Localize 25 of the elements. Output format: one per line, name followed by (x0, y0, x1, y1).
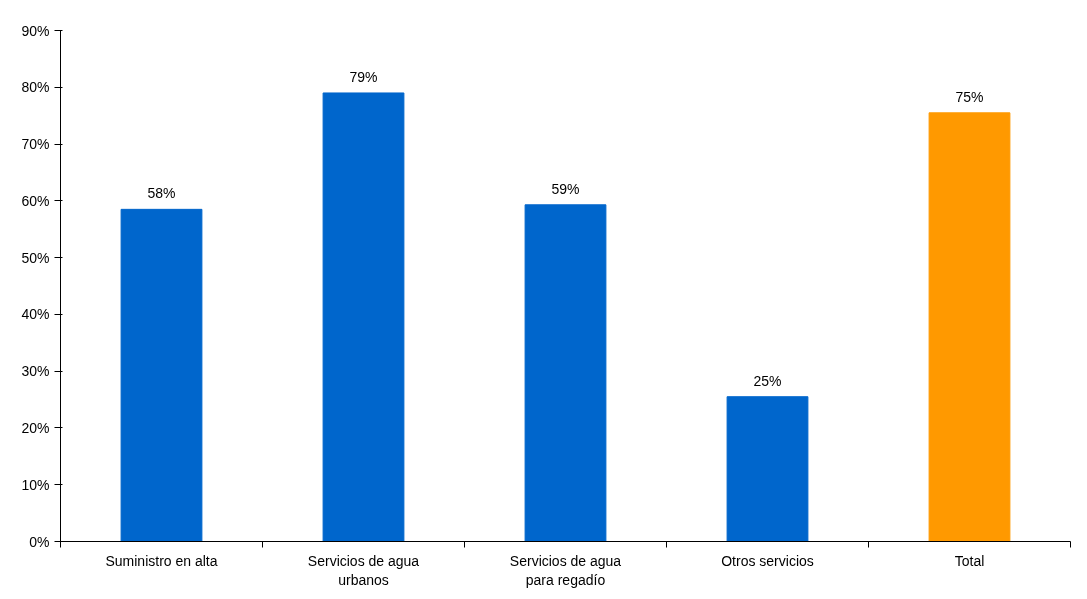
data-label: 75% (955, 88, 984, 105)
y-tick-label: 20% (21, 419, 50, 436)
bar (524, 204, 607, 542)
y-tick-label: 80% (21, 79, 50, 96)
y-tick-label: 90% (21, 22, 50, 39)
x-tick-label: Servicios de agua para regadío (509, 552, 622, 588)
data-label: 59% (551, 180, 580, 197)
x-tick-label: Total (954, 552, 985, 569)
y-tick-label: 30% (21, 363, 50, 380)
y-tick-label: 40% (21, 306, 50, 323)
bar (322, 92, 405, 542)
data-label: 58% (147, 185, 176, 202)
x-tick-label: Servicios de agua urbanos (307, 552, 420, 588)
x-tick-label: Suministro en alta (105, 552, 218, 569)
y-tick-label: 0% (29, 533, 50, 550)
x-tick-label: Otros servicios (721, 552, 814, 569)
data-label: 79% (349, 68, 378, 85)
bar (726, 396, 809, 542)
bar (928, 112, 1011, 542)
data-label: 25% (753, 372, 782, 389)
bar (120, 208, 203, 542)
y-tick-label: 50% (21, 249, 50, 266)
y-tick-label: 10% (21, 476, 50, 493)
y-tick-label: 70% (21, 136, 50, 153)
y-tick-label: 60% (21, 192, 50, 209)
